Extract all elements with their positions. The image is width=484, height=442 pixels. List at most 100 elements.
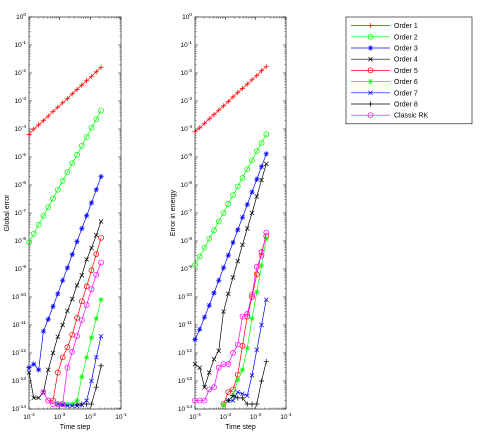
data-point: [258, 252, 265, 259]
legend-marker: [367, 101, 374, 107]
y-tick-label: 100: [16, 12, 26, 21]
data-point: [225, 201, 232, 207]
series-order-2: [26, 107, 104, 246]
data-point: [196, 253, 203, 260]
legend-entry-order-3: Order 3: [351, 45, 418, 53]
data-point: [254, 72, 260, 79]
data-point: [69, 296, 75, 302]
y-tick-label: 10-13: [178, 376, 192, 385]
data-point: [240, 391, 245, 397]
data-point: [211, 384, 217, 391]
data-point: [50, 108, 56, 115]
data-point: [201, 314, 208, 320]
data-point: [93, 355, 99, 360]
y-tick-label: 10-5: [181, 152, 193, 161]
data-point: [244, 393, 250, 398]
data-point: [59, 354, 66, 361]
data-point: [78, 143, 85, 149]
data-point: [235, 258, 241, 264]
data-point: [45, 204, 52, 211]
data-point: [74, 397, 80, 404]
legend-entry-order-8: Order 8: [351, 101, 418, 109]
data-point: [40, 117, 47, 124]
series-line-order-3: [194, 153, 267, 340]
legend-marker: [367, 112, 374, 119]
data-point: [36, 122, 42, 128]
data-point: [239, 395, 246, 401]
data-point: [50, 195, 56, 202]
data-point: [235, 395, 241, 401]
legend: Order 1 Order 2 Order 3 Order 4 Order 5 Order…: [345, 16, 473, 125]
data-point: [225, 389, 232, 395]
data-point: [254, 176, 260, 182]
data-point: [45, 397, 52, 404]
data-point: [88, 124, 95, 131]
data-point: [78, 317, 85, 323]
data-point: [55, 291, 61, 297]
series-line-order-5: [223, 235, 267, 405]
data-point: [192, 337, 198, 343]
data-point: [84, 213, 90, 219]
data-point: [60, 100, 66, 106]
data-point: [263, 161, 269, 167]
series-order-1: [192, 63, 269, 135]
data-point: [201, 244, 208, 251]
data-point: [244, 166, 251, 172]
data-point: [234, 341, 241, 348]
y-tick-label: 10-9: [15, 264, 27, 273]
data-point: [230, 350, 236, 356]
data-point: [45, 367, 51, 373]
legend-label: Order 8: [394, 102, 418, 109]
data-point: [26, 370, 32, 375]
series-line-order-2: [194, 134, 267, 266]
data-point: [254, 194, 260, 199]
data-point: [235, 89, 241, 96]
data-point: [206, 370, 212, 375]
series-line-order-6: [57, 299, 102, 405]
series-classic-rk: [40, 259, 104, 407]
y-tick-label: 10-4: [181, 124, 193, 133]
x-tick-label: 10-4: [189, 412, 201, 421]
data-point: [79, 374, 85, 380]
data-point: [93, 251, 100, 257]
data-point: [244, 401, 250, 407]
y-tick-label: 10-14: [12, 404, 26, 413]
data-point: [93, 69, 99, 75]
y-tick-label: 10-2: [15, 68, 27, 77]
series-order-1: [26, 64, 104, 138]
data-point: [83, 302, 90, 308]
data-point: [88, 286, 95, 293]
data-point: [216, 348, 222, 354]
legend-marker: [367, 45, 374, 51]
x-tick-label: 10-4: [23, 412, 35, 421]
data-point: [79, 401, 85, 407]
legend-marker: [367, 23, 374, 29]
data-point: [244, 201, 250, 208]
series-line-order-1: [28, 67, 102, 135]
y-tick-label: 10-8: [181, 236, 193, 245]
y-tick-label: 10-12: [178, 348, 192, 357]
series-order-4: [192, 161, 269, 390]
data-point: [89, 245, 94, 251]
data-point: [249, 372, 255, 378]
data-point: [234, 183, 241, 190]
y-axis-label: Error in energy: [170, 189, 177, 236]
series-order-7: [225, 297, 269, 403]
data-point: [192, 262, 198, 268]
data-point: [98, 234, 104, 241]
data-point: [79, 225, 85, 232]
data-point: [230, 386, 236, 393]
data-point: [235, 389, 241, 395]
data-point: [36, 367, 42, 373]
data-point: [98, 173, 104, 180]
y-tick-label: 10-7: [181, 208, 193, 217]
series-line-order-3: [28, 176, 102, 371]
y-tick-label: 10-8: [15, 236, 27, 245]
data-point: [259, 177, 264, 183]
legend-label: Order 6: [394, 79, 418, 86]
chart-panel-1: 10-14 10-13 10-12 10-11 10-10 10-9 10-8 10-7 10-…: [4, 12, 127, 431]
data-point: [230, 275, 236, 280]
data-point: [84, 257, 89, 262]
data-point: [69, 401, 75, 407]
